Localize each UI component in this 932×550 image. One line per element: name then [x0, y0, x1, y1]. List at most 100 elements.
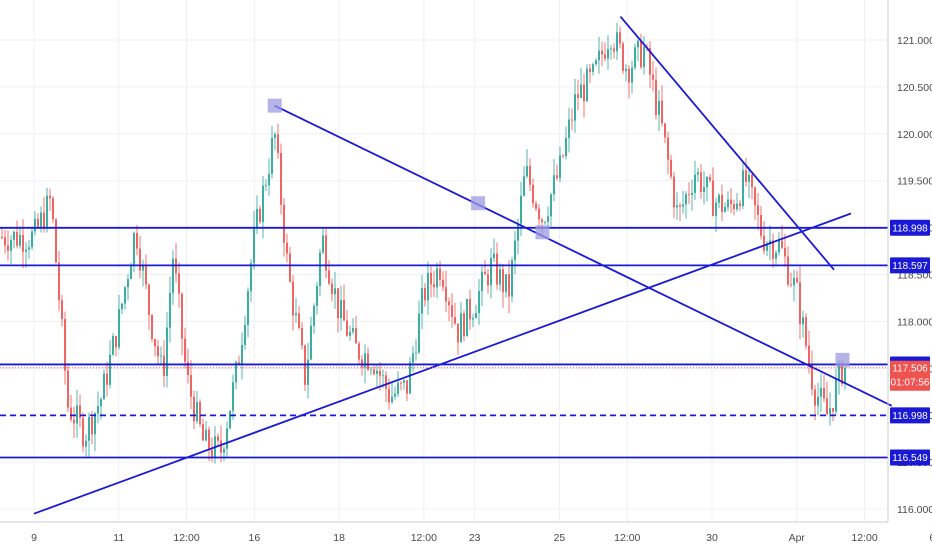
- trend-lines[interactable]: [33, 15, 893, 515]
- candle-body: [76, 405, 78, 424]
- candle-body: [586, 68, 588, 102]
- candle-body: [544, 221, 546, 223]
- candle-body: [583, 84, 585, 102]
- candle-body: [772, 240, 774, 259]
- candle-body: [727, 199, 729, 208]
- candle-body: [265, 185, 267, 187]
- time-tick-label: 16: [249, 532, 261, 544]
- candle-body: [319, 252, 321, 287]
- candle-body: [805, 317, 807, 346]
- candle-body: [718, 194, 720, 203]
- horizontal-levels[interactable]: [0, 226, 888, 459]
- candle-body: [766, 244, 768, 251]
- candle-body: [745, 170, 747, 182]
- candle-body: [4, 237, 6, 246]
- candle-body: [514, 240, 516, 261]
- countdown-text: 01:07:56: [891, 378, 930, 389]
- candle-body: [196, 402, 198, 422]
- candle-body: [841, 363, 843, 384]
- candle-body: [235, 362, 237, 383]
- candle-body: [784, 247, 786, 257]
- candle-body: [568, 119, 570, 138]
- candle-body: [109, 354, 111, 385]
- candle-body: [400, 382, 402, 384]
- price-tick-label: 118.000: [897, 316, 932, 328]
- candle-body: [364, 353, 366, 368]
- candle-body: [121, 303, 123, 310]
- current-price-text: 117.506: [892, 364, 928, 375]
- anchor-markers[interactable]: [267, 98, 850, 367]
- candle-body: [358, 343, 360, 360]
- candle-body: [490, 258, 492, 286]
- candle-body: [64, 319, 66, 371]
- candle-body: [406, 380, 408, 394]
- candle-body: [574, 94, 576, 121]
- level-price-tag-text: 116.998: [892, 411, 928, 422]
- candle-body: [283, 204, 285, 243]
- candle-body: [658, 100, 660, 115]
- price-tick-label: 121.000: [897, 35, 932, 47]
- candle-body: [190, 375, 192, 397]
- candle-body: [313, 305, 315, 326]
- candle-body: [85, 440, 87, 447]
- candle-body: [127, 279, 129, 288]
- candle-body: [208, 429, 210, 451]
- trend-line[interactable]: [33, 212, 852, 515]
- time-axis[interactable]: 9 11 12:00 16 18 12:00 23 25 12:00 30 Apr 12:00 6: [31, 532, 932, 544]
- candle-body: [643, 47, 645, 68]
- candle-body: [205, 429, 207, 441]
- candle-body: [604, 54, 606, 59]
- candle-body: [838, 363, 840, 380]
- candle-body: [70, 407, 72, 420]
- anchor-marker[interactable]: [535, 225, 550, 240]
- candle-body: [442, 279, 444, 288]
- candle-body: [31, 231, 33, 248]
- anchor-marker[interactable]: [835, 352, 850, 367]
- candle-body: [100, 399, 102, 407]
- candle-body: [130, 265, 132, 280]
- candle-body: [10, 239, 12, 251]
- candle-body: [757, 205, 759, 215]
- candle-body: [163, 355, 165, 376]
- candle-body: [244, 324, 246, 345]
- candle-body: [430, 273, 432, 285]
- candle-body: [220, 440, 222, 453]
- candle-body: [706, 176, 708, 188]
- candle-body: [370, 369, 372, 371]
- trend-line[interactable]: [274, 104, 893, 407]
- candle-body: [193, 396, 195, 422]
- candle-body: [733, 204, 735, 210]
- candle-body: [553, 175, 555, 195]
- candle-body: [451, 305, 453, 318]
- candle-body: [601, 50, 603, 55]
- candle-body: [625, 68, 627, 72]
- candle-body: [124, 287, 126, 304]
- candle-body: [436, 268, 438, 288]
- candle-body: [262, 185, 264, 222]
- anchor-marker[interactable]: [471, 196, 486, 211]
- candle-body: [250, 263, 252, 292]
- candle-body: [694, 174, 696, 193]
- candle-body: [1, 236, 3, 238]
- candle-body: [736, 203, 738, 210]
- candle-body: [790, 284, 792, 286]
- candle-body: [427, 273, 429, 301]
- candle-body: [547, 216, 549, 222]
- candle-body: [418, 313, 420, 353]
- candle-body: [781, 240, 783, 248]
- anchor-marker[interactable]: [267, 98, 282, 113]
- candle-body: [289, 253, 291, 282]
- candle-body: [424, 288, 426, 301]
- time-tick-label: 12:00: [851, 532, 877, 544]
- candle-body: [202, 423, 204, 441]
- candle-body: [388, 388, 390, 403]
- trend-line[interactable]: [619, 15, 835, 271]
- candle-body: [295, 313, 297, 316]
- price-tick-label: 116.000: [897, 504, 932, 516]
- candle-body: [49, 195, 51, 199]
- candle-body: [631, 67, 633, 83]
- candle-body: [25, 249, 27, 252]
- candle-body: [445, 287, 447, 302]
- candle-body: [145, 265, 147, 285]
